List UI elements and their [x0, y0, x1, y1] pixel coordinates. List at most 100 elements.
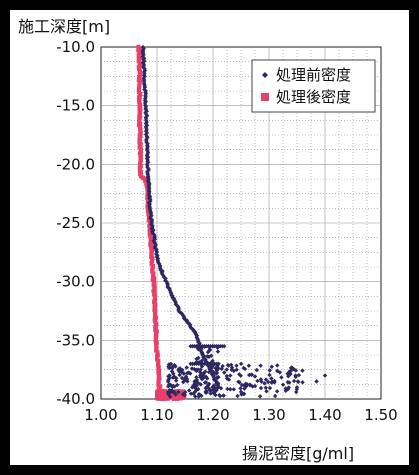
data-point [257, 394, 263, 399]
data-point [291, 378, 297, 384]
data-point [238, 386, 243, 391]
data-point [279, 375, 284, 380]
data-point [181, 379, 186, 385]
data-point [275, 363, 280, 368]
y-tick-label: -25.0 [56, 214, 95, 232]
data-point [293, 368, 299, 373]
data-point [255, 378, 260, 384]
data-point [205, 376, 210, 381]
data-point [195, 367, 201, 372]
legend-label: 処理前密度 [276, 66, 351, 84]
data-point [314, 379, 319, 384]
data-point [300, 368, 305, 373]
legend-box [251, 59, 376, 113]
series-layer [136, 44, 328, 401]
data-point [215, 349, 221, 354]
data-point [217, 392, 222, 398]
data-point [144, 123, 150, 128]
data-point [266, 379, 271, 385]
series-pre [140, 44, 328, 399]
data-point [246, 363, 252, 368]
data-point [288, 371, 293, 377]
data-point [160, 271, 165, 277]
chart-frame: -10.0 -15.0 -20.0 -25.0 -30.0 -35.0 -40.0 1.00… [10, 10, 409, 465]
data-point [190, 385, 195, 390]
y-tick-label: -10.0 [56, 38, 95, 56]
data-point [165, 396, 170, 401]
data-point [172, 362, 177, 368]
data-point [236, 379, 241, 384]
data-point [175, 382, 180, 388]
data-point [300, 380, 305, 385]
data-point [145, 160, 151, 165]
x-tick-label: 1.30 [252, 406, 285, 424]
x-axis-label: 揚泥密度[g/ml] [242, 444, 354, 463]
data-point [269, 364, 274, 369]
density-depth-chart: -10.0 -15.0 -20.0 -25.0 -30.0 -35.0 -40.0 1.00… [18, 17, 398, 463]
data-point [224, 367, 229, 372]
data-point [181, 395, 186, 400]
data-point [179, 375, 185, 381]
data-point [144, 130, 150, 135]
data-point [206, 381, 212, 387]
data-point [180, 392, 186, 397]
data-point [177, 369, 182, 374]
data-point [293, 373, 298, 378]
data-point [184, 376, 190, 382]
data-point [163, 391, 168, 396]
data-point [161, 396, 166, 401]
data-point [143, 129, 149, 134]
data-point [171, 371, 176, 376]
data-point [262, 381, 267, 386]
data-point [205, 350, 211, 355]
data-point [143, 91, 149, 96]
data-point [174, 376, 179, 381]
data-point [171, 391, 176, 396]
data-point [160, 393, 165, 398]
y-tick-label: -20.0 [56, 155, 95, 173]
data-point [216, 361, 221, 366]
data-point [178, 396, 183, 401]
data-point [177, 372, 182, 378]
data-point [173, 378, 179, 383]
data-point [264, 389, 269, 394]
data-point [208, 391, 213, 396]
data-point [170, 365, 175, 371]
data-point [238, 361, 244, 367]
legend-marker [261, 93, 269, 101]
data-point [197, 392, 203, 398]
x-tick-label: 1.20 [196, 406, 229, 424]
data-point [258, 363, 263, 368]
data-point [196, 386, 201, 392]
data-point [167, 375, 172, 381]
data-point [212, 385, 218, 391]
data-point [254, 367, 260, 373]
data-point [137, 69, 142, 74]
data-point [269, 376, 274, 381]
data-point [216, 381, 221, 386]
data-point [238, 389, 244, 395]
data-point [269, 379, 275, 384]
data-point [196, 355, 201, 361]
data-point [198, 370, 203, 375]
data-point [274, 389, 280, 394]
data-point [229, 365, 235, 370]
data-point [267, 372, 272, 378]
data-point [286, 374, 291, 379]
data-point [199, 358, 205, 363]
data-point [198, 367, 203, 372]
data-point [228, 373, 233, 378]
data-point [140, 50, 146, 56]
data-point [222, 370, 227, 375]
data-point [137, 72, 142, 77]
data-point [136, 44, 141, 49]
data-point [149, 222, 154, 227]
data-point [296, 372, 302, 378]
data-point [147, 189, 152, 195]
data-point [214, 370, 220, 375]
data-point [258, 385, 264, 391]
data-point [188, 371, 193, 376]
data-point [242, 366, 248, 372]
data-point [322, 373, 328, 378]
